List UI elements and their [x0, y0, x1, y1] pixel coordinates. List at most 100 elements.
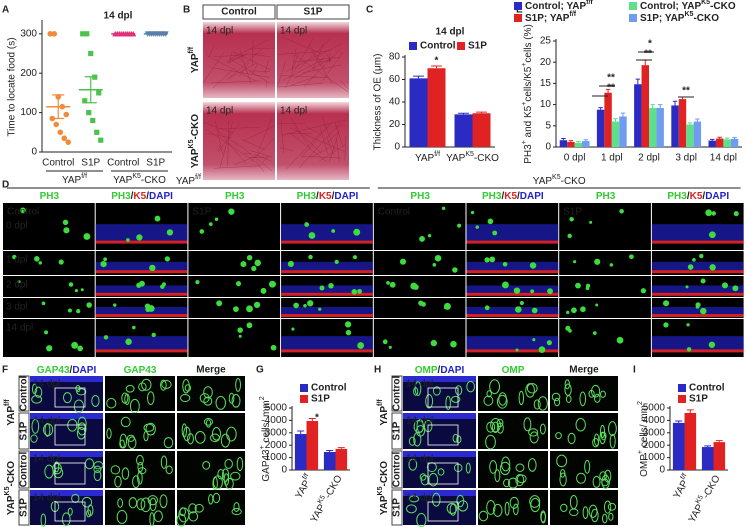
labeled-cell [93, 461, 104, 470]
ph3-cell [502, 261, 508, 267]
dapi-layer [30, 376, 103, 382]
micrograph [177, 376, 245, 411]
text-part: -CKO [190, 114, 201, 140]
labeled-cell [93, 470, 102, 482]
data-point [96, 90, 102, 96]
x-tick-label: YAPf/f [415, 151, 440, 164]
tissue-texture [340, 79, 349, 90]
dapi-layer [95, 307, 188, 315]
inset-box [427, 424, 459, 446]
image-bg [188, 319, 281, 357]
image-bg [373, 319, 466, 357]
row-label: 2 dpl [6, 280, 28, 291]
labeled-cell [137, 467, 147, 475]
ph3-cell [126, 238, 130, 242]
y-tick-label: 0 [394, 142, 400, 153]
dapi-layer [651, 307, 744, 315]
dapi-layer [651, 224, 744, 243]
text-part: PH3 [297, 191, 317, 202]
text-part: K5 [133, 191, 146, 202]
ph3-cell [594, 258, 601, 265]
micrograph [403, 451, 476, 488]
condition-box [391, 375, 403, 412]
text-part: -CKO [322, 473, 344, 500]
ph3-cell [430, 339, 437, 347]
ph3-cell [567, 233, 572, 239]
tissue-texture [255, 161, 265, 172]
ph3-cell [214, 217, 219, 221]
significance: ** [607, 83, 615, 94]
ph3-cell [733, 211, 739, 217]
ph3-cell [344, 321, 352, 328]
text-part: Control; YAP [640, 1, 701, 12]
tissue-texture [291, 52, 349, 92]
genotype-label: YAPK5-CKO [377, 461, 390, 515]
ph3-cell [41, 301, 46, 306]
ph3-cell [334, 259, 339, 265]
tissue-texture [344, 135, 347, 161]
ph3-cell [139, 280, 145, 287]
labeled-cell [226, 426, 237, 442]
condition-label: S1P [392, 421, 403, 440]
dapi-layer [95, 336, 188, 352]
ph3-cell [565, 325, 571, 331]
text-part: / [517, 191, 520, 202]
image-bg [559, 298, 651, 318]
bar [708, 140, 716, 147]
column-header: OMP/DAPI [415, 365, 465, 376]
bar [582, 141, 590, 147]
tissue-texture [264, 59, 269, 74]
error-bar [583, 139, 588, 142]
error-bar [717, 136, 722, 139]
ph3-cell [328, 283, 334, 289]
condition-label: Control [19, 452, 30, 488]
y-tick-label: 5000 [643, 403, 666, 414]
labeled-cell [71, 493, 80, 503]
data-point [86, 110, 92, 116]
dapi-layer [651, 336, 744, 352]
text-part: 2 [637, 401, 644, 405]
micrograph [559, 298, 651, 318]
labeled-cell [575, 418, 586, 432]
x-tick-label: YAPK5-CKO [307, 472, 345, 524]
text-part: + [521, 102, 528, 106]
ph3-cell [708, 341, 716, 348]
labeled-cell [163, 437, 174, 449]
legend-swatch [514, 2, 522, 10]
micrograph [403, 490, 476, 527]
ph3-cell [721, 282, 729, 289]
text-part: -CKO [141, 175, 166, 186]
k5-layer [281, 349, 373, 353]
data-point [51, 31, 58, 37]
y-tick-label: 20 [389, 119, 401, 130]
labeled-cell [603, 500, 612, 514]
image-bg [105, 376, 175, 411]
labeled-cell [478, 510, 489, 522]
tissue-texture [294, 127, 322, 154]
labeled-cell [231, 507, 242, 516]
chart-title: 14 dpl [436, 27, 465, 38]
y-tick-label: 300 [20, 28, 37, 39]
bar [671, 105, 679, 147]
ph3-cell [531, 307, 538, 314]
error-bar [704, 445, 712, 448]
labeled-cell [40, 513, 47, 527]
labeled-cell [31, 383, 38, 395]
ph3-cell [470, 210, 475, 215]
ph3-cell [609, 263, 614, 267]
legend-swatch [678, 384, 686, 392]
tissue-texture [317, 59, 332, 63]
dapi-layer [281, 307, 373, 315]
image-label: 14 dpl [33, 454, 60, 465]
text-part: PH3 [410, 191, 430, 202]
condition-box [391, 450, 403, 489]
significance: ** [682, 86, 690, 97]
labeled-cell [551, 392, 561, 402]
row-label: YAPK5-CKO [188, 114, 201, 168]
text-part: f/f [81, 173, 87, 180]
k5-layer [95, 314, 188, 317]
labeled-cell [466, 380, 475, 393]
micrograph [30, 376, 103, 414]
column-header: GAP43 [124, 365, 157, 376]
x-tick-label: 3 dpl [675, 153, 697, 164]
